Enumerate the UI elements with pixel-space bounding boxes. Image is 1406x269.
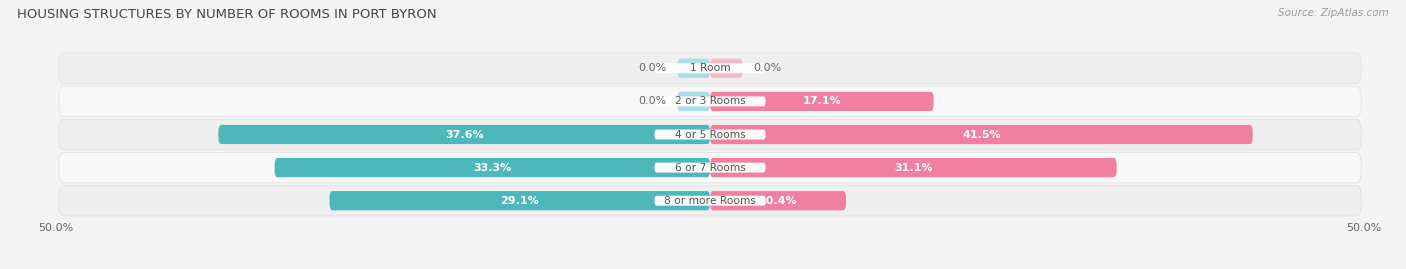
Text: 41.5%: 41.5% — [962, 129, 1001, 140]
FancyBboxPatch shape — [710, 59, 742, 78]
Text: 0.0%: 0.0% — [754, 63, 782, 73]
Text: 10.4%: 10.4% — [759, 196, 797, 206]
FancyBboxPatch shape — [678, 59, 710, 78]
FancyBboxPatch shape — [654, 196, 766, 206]
Text: 17.1%: 17.1% — [803, 96, 841, 107]
Text: 33.3%: 33.3% — [474, 162, 512, 173]
Text: 6 or 7 Rooms: 6 or 7 Rooms — [675, 162, 745, 173]
FancyBboxPatch shape — [59, 186, 1361, 216]
Text: 2 or 3 Rooms: 2 or 3 Rooms — [675, 96, 745, 107]
FancyBboxPatch shape — [218, 125, 710, 144]
FancyBboxPatch shape — [329, 191, 710, 210]
FancyBboxPatch shape — [678, 92, 710, 111]
FancyBboxPatch shape — [59, 86, 1361, 117]
FancyBboxPatch shape — [654, 130, 766, 139]
FancyBboxPatch shape — [274, 158, 710, 177]
Text: 37.6%: 37.6% — [444, 129, 484, 140]
Text: HOUSING STRUCTURES BY NUMBER OF ROOMS IN PORT BYRON: HOUSING STRUCTURES BY NUMBER OF ROOMS IN… — [17, 8, 436, 21]
Text: 31.1%: 31.1% — [894, 162, 932, 173]
Text: 8 or more Rooms: 8 or more Rooms — [664, 196, 756, 206]
FancyBboxPatch shape — [654, 163, 766, 173]
FancyBboxPatch shape — [59, 119, 1361, 150]
Text: Source: ZipAtlas.com: Source: ZipAtlas.com — [1278, 8, 1389, 18]
FancyBboxPatch shape — [710, 92, 934, 111]
Text: 0.0%: 0.0% — [638, 96, 666, 107]
FancyBboxPatch shape — [59, 152, 1361, 183]
Text: 4 or 5 Rooms: 4 or 5 Rooms — [675, 129, 745, 140]
FancyBboxPatch shape — [654, 96, 766, 106]
Text: 1 Room: 1 Room — [690, 63, 730, 73]
FancyBboxPatch shape — [654, 63, 766, 73]
Text: 29.1%: 29.1% — [501, 196, 538, 206]
FancyBboxPatch shape — [710, 191, 846, 210]
FancyBboxPatch shape — [710, 158, 1116, 177]
FancyBboxPatch shape — [710, 125, 1253, 144]
FancyBboxPatch shape — [59, 53, 1361, 83]
Text: 0.0%: 0.0% — [638, 63, 666, 73]
